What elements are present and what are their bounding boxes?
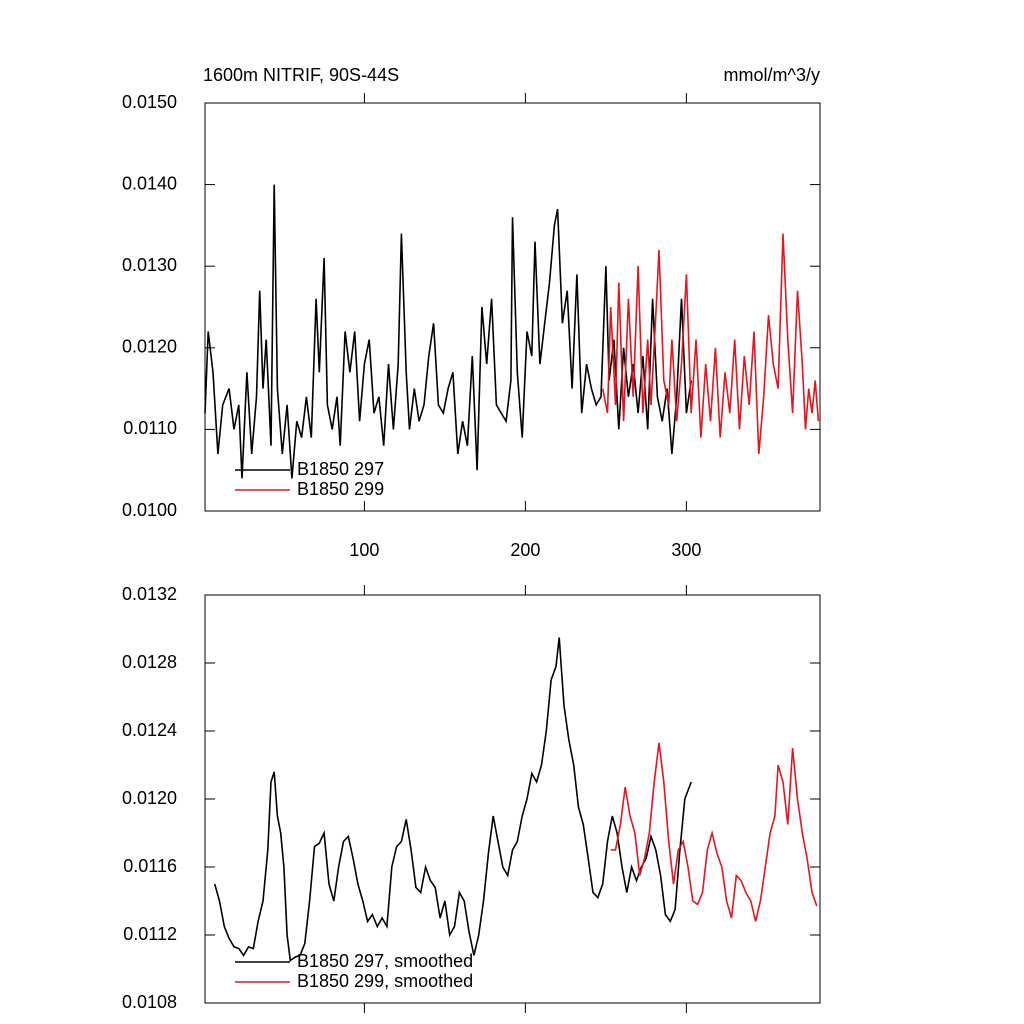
legend-label: B1850 299	[297, 479, 384, 499]
x-tick-label: 100	[349, 540, 379, 560]
data-line	[213, 637, 692, 962]
y-tick-label: 0.0116	[123, 856, 177, 876]
legend-label: B1850 299, smoothed	[297, 971, 473, 991]
y-tick-label: 0.0110	[123, 418, 177, 438]
x-tick-label: 200	[510, 540, 540, 560]
y-tick-label: 0.0128	[122, 652, 177, 672]
plot-frame	[204, 102, 821, 512]
data-line	[204, 184, 692, 479]
y-tick-label: 0.0130	[122, 255, 177, 275]
legend-label: B1850 297, smoothed	[297, 951, 473, 971]
data-line	[610, 742, 818, 922]
legend-label: B1850 297	[297, 459, 384, 479]
y-tick-label: 0.0120	[122, 788, 177, 808]
y-tick-label: 0.0140	[122, 173, 177, 193]
chart-title: 1600m NITRIF, 90S-44S	[203, 65, 399, 85]
y-tick-label: 0.0112	[123, 924, 177, 944]
plot-frame	[204, 594, 821, 1004]
y-tick-label: 0.0120	[122, 337, 177, 357]
y-tick-label: 0.0108	[122, 992, 177, 1012]
y-tick-label: 0.0132	[122, 584, 177, 604]
units-label: mmol/m^3/y	[724, 65, 820, 85]
x-tick-label: 300	[671, 540, 701, 560]
y-tick-label: 0.0100	[122, 500, 177, 520]
y-tick-label: 0.0124	[122, 720, 177, 740]
data-line	[601, 233, 820, 454]
y-tick-label: 0.0150	[122, 92, 177, 112]
